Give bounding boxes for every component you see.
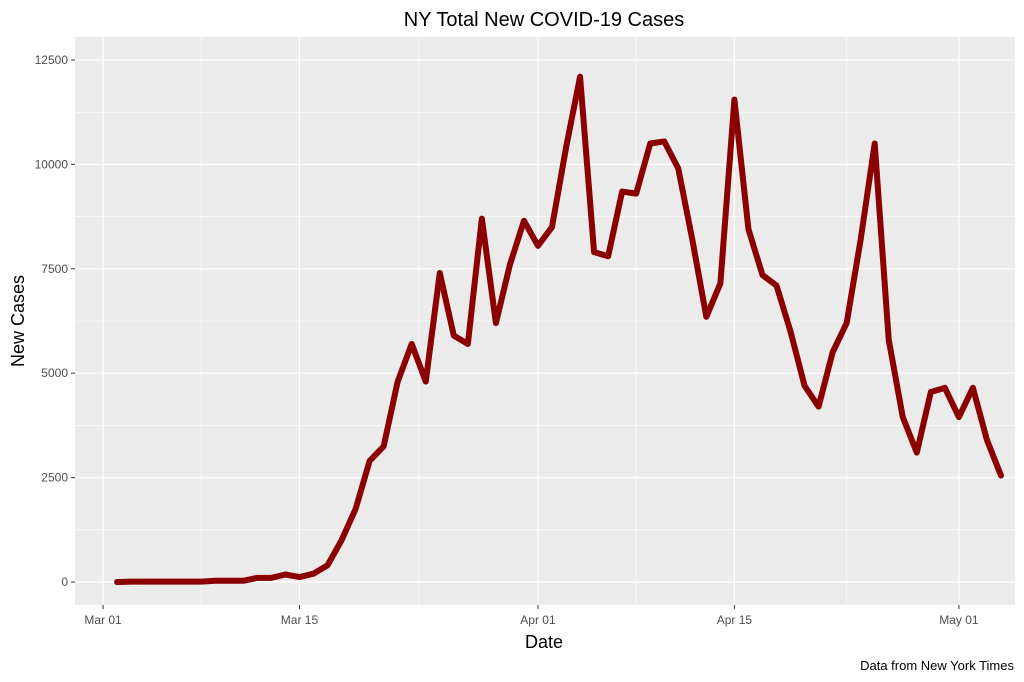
y-axis-title: New Cases	[8, 275, 28, 367]
x-tick-label: Apr 15	[717, 613, 753, 627]
chart-caption: Data from New York Times	[860, 658, 1014, 673]
x-tick-label: Mar 01	[84, 613, 122, 627]
y-tick-label: 10000	[35, 157, 69, 171]
x-tick-label: May 01	[939, 613, 979, 627]
x-tick-label: Mar 15	[281, 613, 319, 627]
x-axis-title: Date	[525, 632, 563, 652]
series-group	[114, 73, 1004, 586]
chart-title: NY Total New COVID-19 Cases	[404, 9, 684, 31]
y-axis: 0 2500 5000 7500 10000 12500	[35, 53, 75, 589]
y-tick-label: 5000	[41, 366, 68, 380]
y-tick-label: 2500	[41, 471, 68, 485]
y-tick-label: 7500	[41, 262, 68, 276]
x-axis: Mar 01 Mar 15 Apr 01 Apr 15 May 01	[84, 605, 979, 627]
y-tick-label: 0	[61, 575, 68, 589]
series-line	[114, 73, 1004, 586]
y-tick-label: 12500	[35, 53, 69, 67]
x-tick-label: Apr 01	[520, 613, 556, 627]
